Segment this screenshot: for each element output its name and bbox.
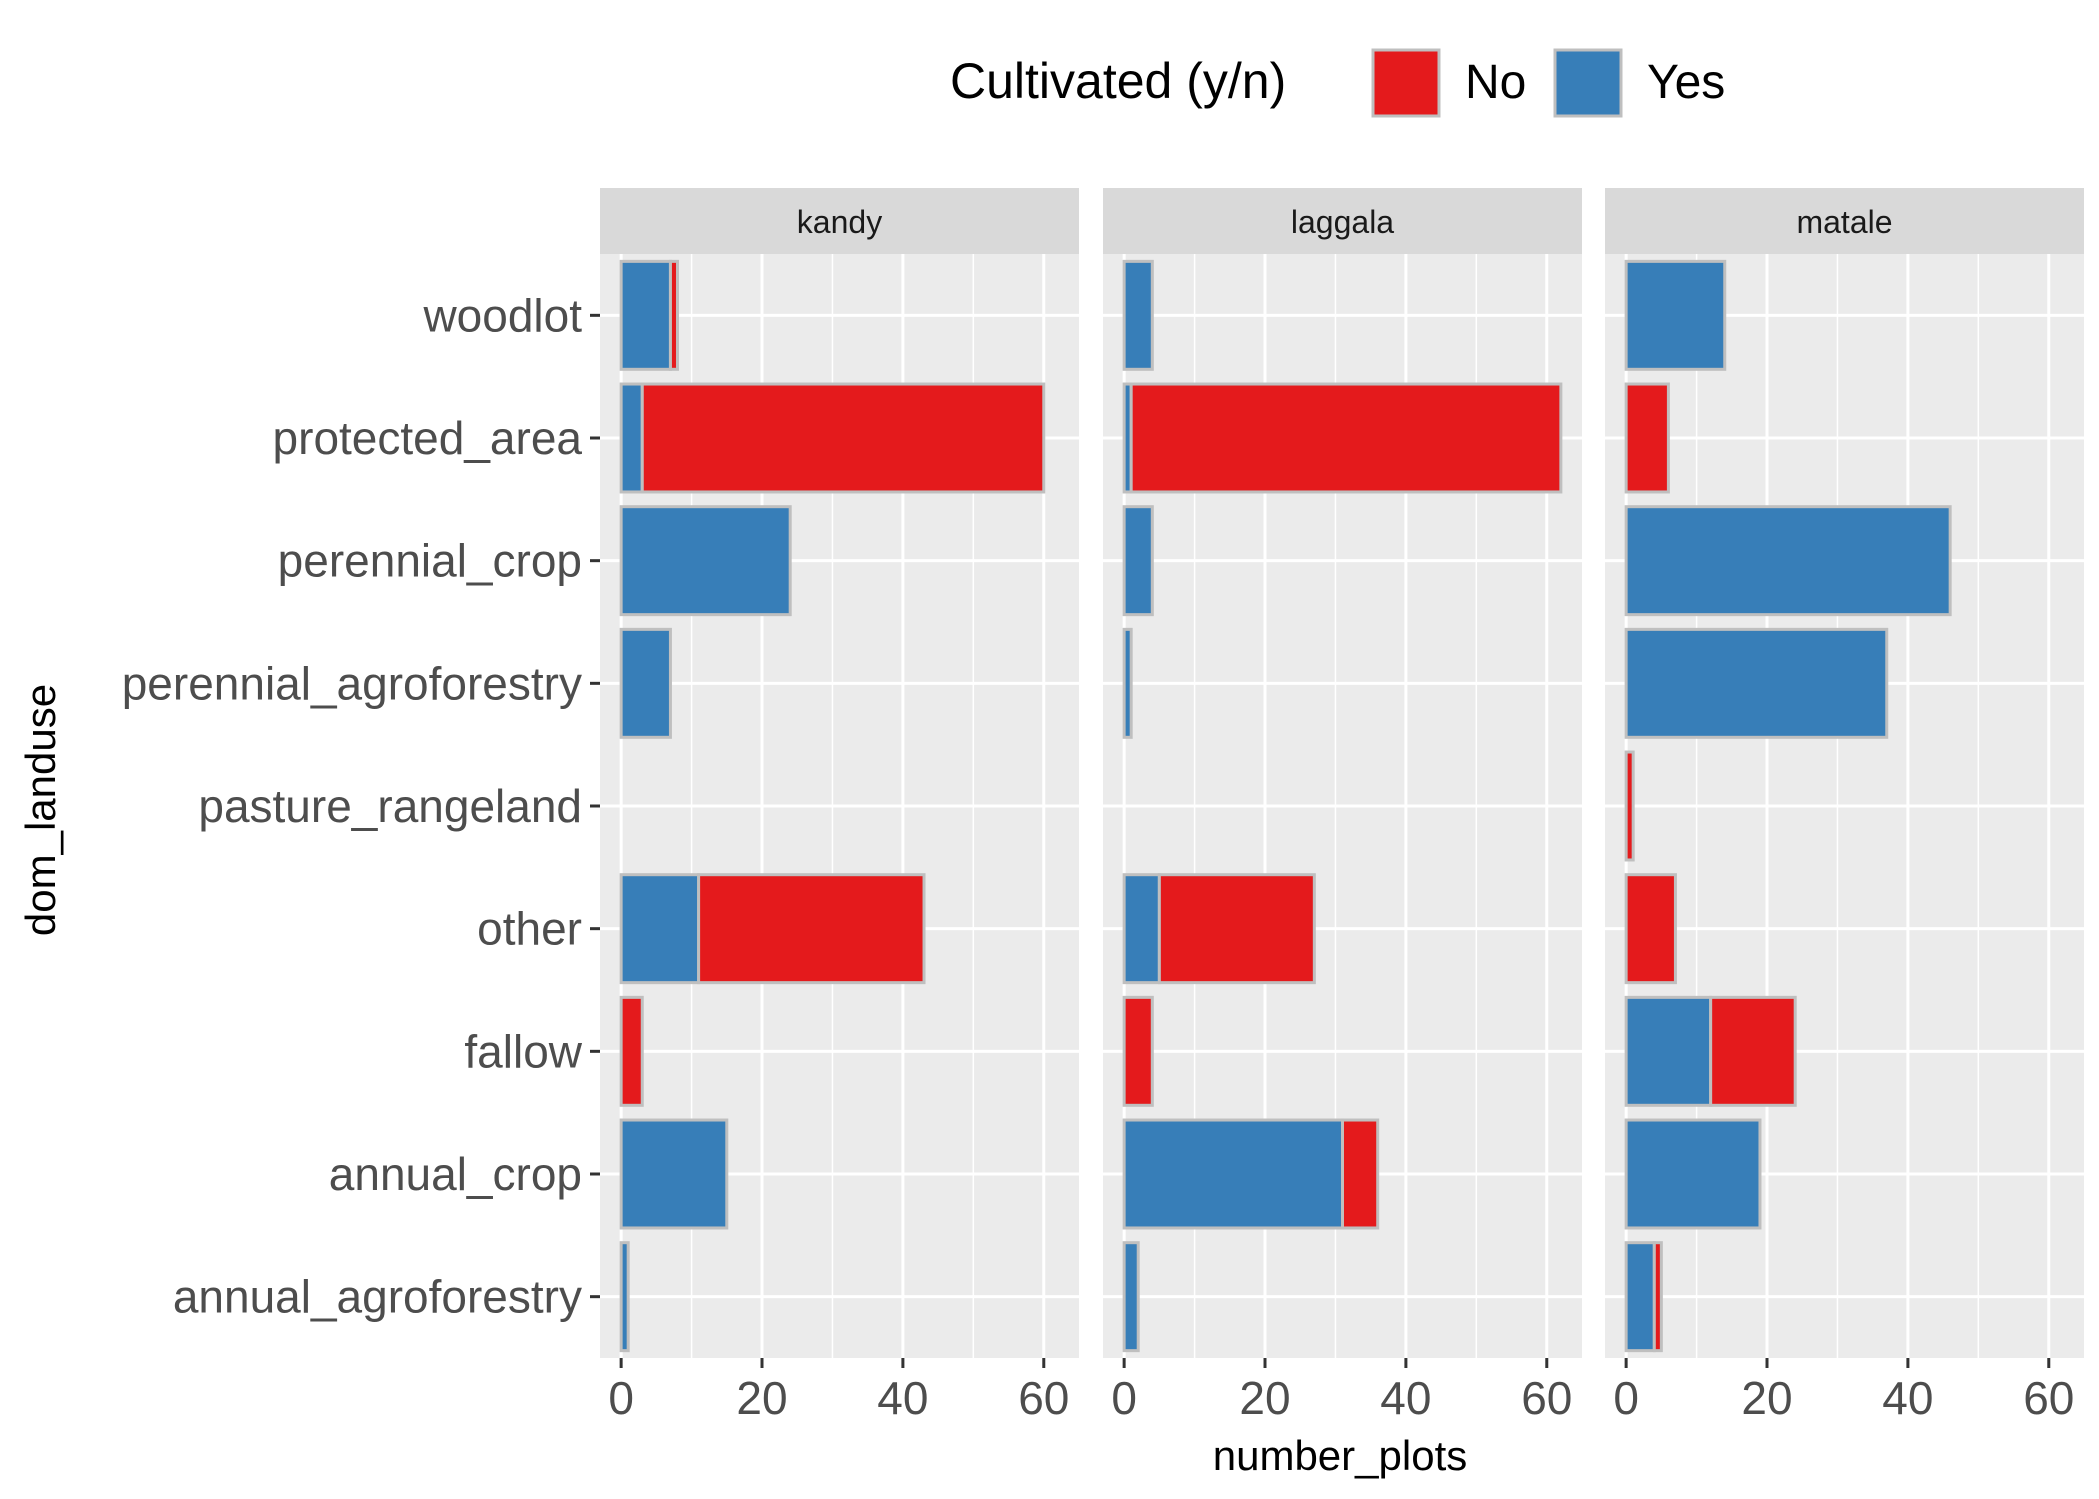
y-axis-title: dom_landuse <box>17 684 64 936</box>
facet-panel-matale: matale 0 20 40 60 <box>1605 188 2084 1424</box>
bar-no-annual_crop <box>1341 1118 1380 1230</box>
bar-no-protected_area <box>1624 382 1670 494</box>
bar-yes-perennial_agroforestry <box>1624 627 1889 739</box>
y-tick-label: protected_area <box>273 412 583 464</box>
legend-label-no: No <box>1465 56 1526 109</box>
legend-key-yes <box>1553 48 1623 118</box>
x-tick-label: 40 <box>877 1372 928 1424</box>
bar-no-protected_area <box>1129 382 1563 494</box>
x-axis-title: number_plots <box>1213 1432 1467 1479</box>
bar-no-other <box>1624 873 1677 985</box>
bar-yes-perennial_agroforestry <box>619 627 672 739</box>
bar-yes-woodlot <box>1624 259 1727 371</box>
y-tick-label: annual_agroforestry <box>173 1271 582 1323</box>
y-tick-label: perennial_crop <box>278 535 582 587</box>
bar-no-other <box>1157 873 1316 985</box>
y-tick-label: pasture_rangeland <box>198 780 582 832</box>
facet-strip-label: matale <box>1796 204 1892 240</box>
bar-no-woodlot <box>668 259 679 371</box>
bar-no-fallow <box>619 995 644 1107</box>
bar-no-fallow <box>1122 995 1154 1107</box>
bar-yes-annual_agroforestry <box>1122 1241 1140 1353</box>
bar-yes-woodlot <box>1122 259 1154 371</box>
legend-label-yes: Yes <box>1647 56 1725 109</box>
legend: Cultivated (y/n) No Yes <box>950 48 1725 118</box>
facet-panel-kandy: kandy 0 20 40 60 <box>600 188 1079 1424</box>
bar-no-protected_area <box>640 382 1046 494</box>
bar-yes-annual_crop <box>619 1118 729 1230</box>
y-tick-label: fallow <box>464 1025 582 1077</box>
y-tick-label: woodlot <box>422 289 582 341</box>
x-tick-label: 60 <box>1521 1372 1572 1424</box>
bar-yes-perennial_crop <box>619 505 792 617</box>
bar-no-pasture_rangeland <box>1624 750 1635 862</box>
bar-yes-woodlot <box>619 259 672 371</box>
legend-title: Cultivated (y/n) <box>950 53 1286 109</box>
bar-yes-other <box>619 873 701 985</box>
bar-no-fallow <box>1709 995 1797 1107</box>
bar-yes-protected_area <box>619 382 644 494</box>
legend-key-no <box>1371 48 1441 118</box>
x-tick-label: 20 <box>1741 1372 1792 1424</box>
x-tick-label: 40 <box>1882 1372 1933 1424</box>
x-tick-label: 60 <box>2023 1372 2074 1424</box>
bar-yes-annual_agroforestry <box>619 1241 630 1353</box>
bar-yes-annual_crop <box>1122 1118 1344 1230</box>
facet-strip <box>1103 188 1582 254</box>
bar-yes-annual_agroforestry <box>1624 1241 1656 1353</box>
x-tick-label: 0 <box>1613 1372 1639 1424</box>
x-tick-label: 60 <box>1018 1372 1069 1424</box>
bar-yes-other <box>1122 873 1161 985</box>
bar-yes-perennial_agroforestry <box>1122 627 1133 739</box>
bar-yes-annual_crop <box>1624 1118 1762 1230</box>
bar-no-other <box>697 873 926 985</box>
x-tick-label: 20 <box>736 1372 787 1424</box>
x-tick-label: 0 <box>1111 1372 1137 1424</box>
facet-strip-label: kandy <box>797 204 882 240</box>
facet-strip <box>1605 188 2084 254</box>
y-axis: woodlot protected_area perennial_cropperen… <box>122 289 600 1323</box>
bar-yes-perennial_crop <box>1624 505 1952 617</box>
x-tick-label: 20 <box>1239 1372 1290 1424</box>
facet-panels: kandy 0 20 40 60 laggala 0 20 40 60 matale 0 20 40 60 <box>600 188 2084 1424</box>
facet-panel-laggala: laggala 0 20 40 60 <box>1103 188 1582 1424</box>
bar-yes-perennial_crop <box>1122 505 1154 617</box>
y-tick-label: annual_crop <box>329 1148 582 1200</box>
facet-strip <box>600 188 1079 254</box>
facet-strip-label: laggala <box>1291 204 1394 240</box>
y-tick-label: perennial_agroforestry <box>122 657 582 709</box>
bar-no-annual_agroforestry <box>1652 1241 1663 1353</box>
x-tick-label: 40 <box>1380 1372 1431 1424</box>
x-tick-label: 0 <box>608 1372 634 1424</box>
bar-yes-fallow <box>1624 995 1713 1107</box>
y-tick-label: other <box>477 903 582 955</box>
